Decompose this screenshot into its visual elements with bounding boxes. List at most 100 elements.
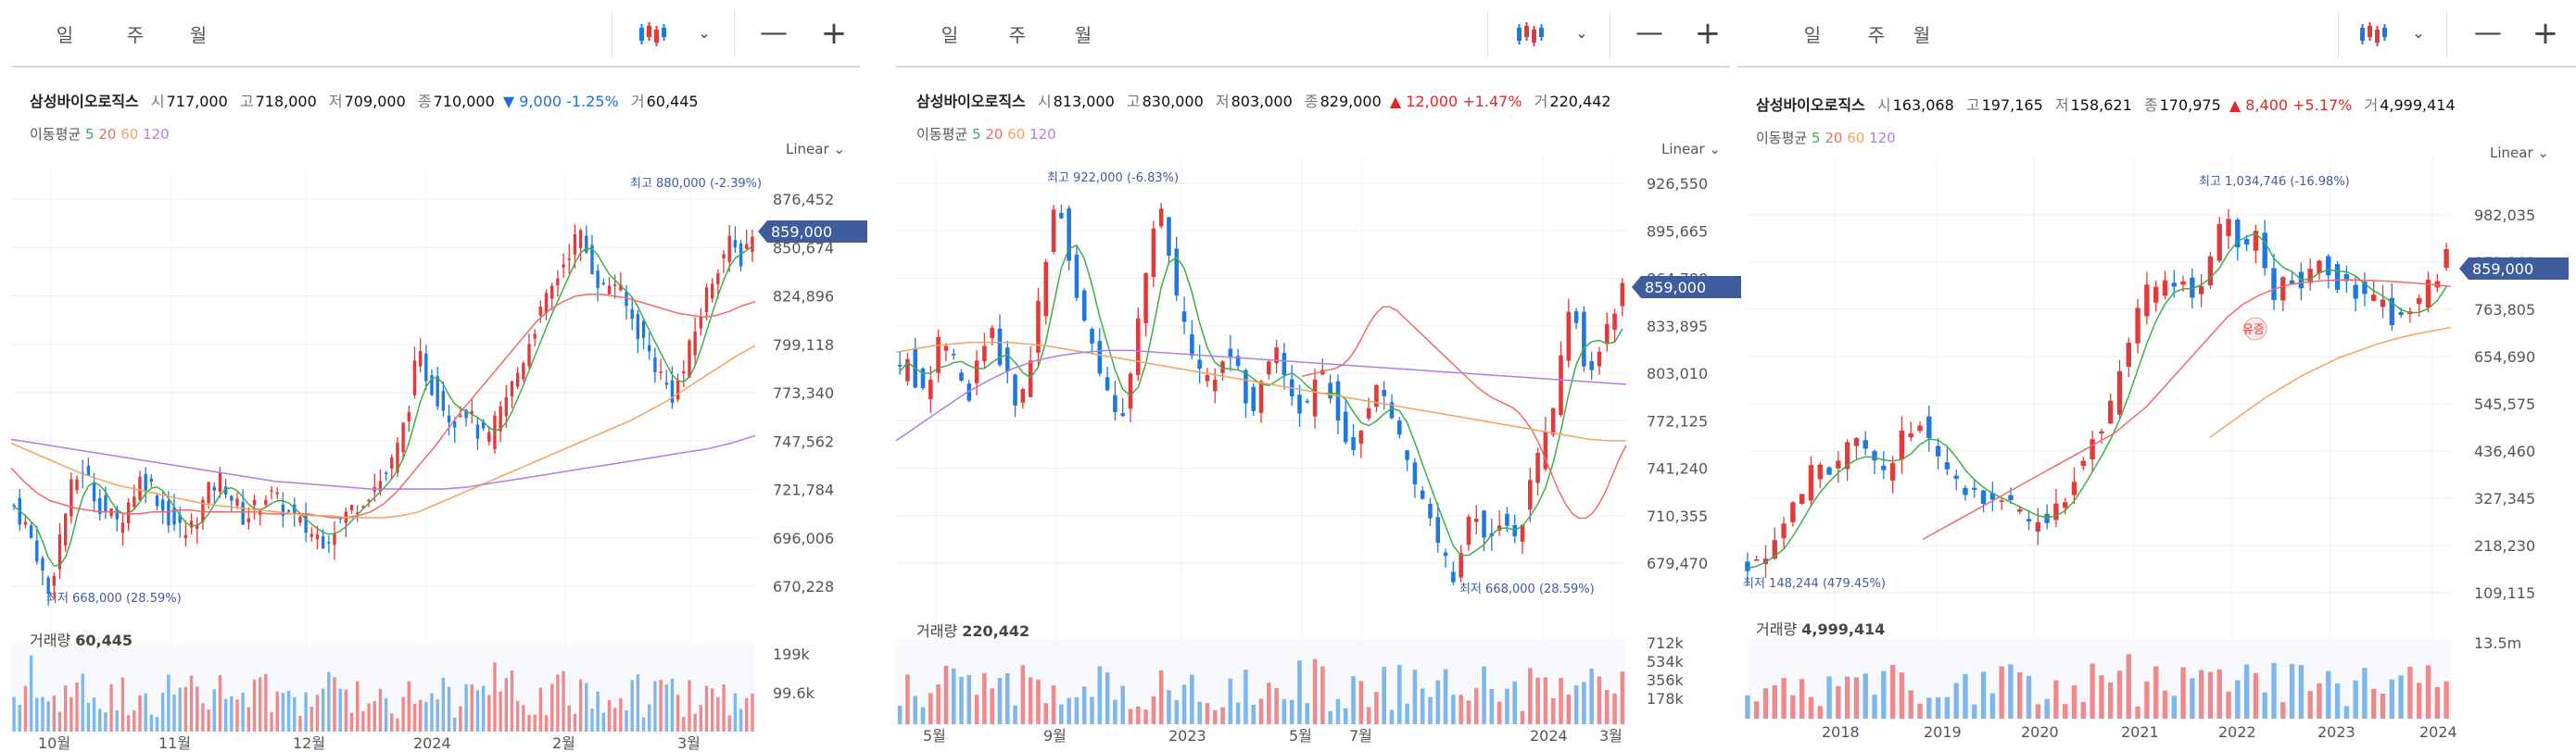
volume-bar (1074, 696, 1080, 724)
candle (751, 236, 754, 253)
chevron-down-icon[interactable]: ⌄ (2412, 24, 2425, 42)
x-tick-label: 2018 (1822, 723, 1860, 741)
price-tick-label: 982,035 (2474, 207, 2535, 224)
ma60-line (895, 341, 1626, 442)
zoom-in-button[interactable]: + (820, 15, 848, 52)
price-tick-label: 772,125 (1647, 412, 1708, 430)
volume-bar (1443, 669, 1448, 724)
chevron-down-icon[interactable]: ⌄ (1575, 24, 1588, 42)
volume-bar (1836, 685, 1841, 719)
tab-day[interactable]: 일 (56, 24, 74, 46)
zoom-in-button[interactable]: + (1694, 15, 1722, 52)
volume-bar (487, 695, 491, 732)
volume-bar (1081, 686, 1087, 724)
volume-bar (1105, 672, 1110, 724)
volume-bar (2289, 663, 2295, 719)
volume-title: 거래량 220,442 (916, 619, 1029, 641)
candle (716, 273, 720, 284)
x-tick-label: 11월 (158, 734, 191, 752)
volume-bar (504, 678, 509, 732)
candle (2262, 232, 2267, 269)
chevron-down-icon: ⌄ (2537, 144, 2549, 161)
candle (41, 558, 44, 570)
candle (1473, 519, 1479, 522)
volume-bar (1212, 709, 1218, 724)
candle (2362, 282, 2368, 295)
volume-bar (1143, 709, 1148, 724)
volume-bar (92, 697, 96, 732)
chart-panel-daily: 일 주 월 ⌄ — + 삼성바이오로직스 시 717,000 고 718,000 저… (0, 0, 871, 752)
volume-bar (1528, 668, 1533, 724)
scale-selector[interactable]: Linear ⌄ (786, 141, 845, 157)
ma20-legend: 20 (1825, 130, 1843, 146)
zoom-out-button[interactable]: — (760, 17, 788, 49)
tab-month[interactable]: 월 (189, 24, 208, 46)
volume-bar (1036, 679, 1041, 724)
current-price-tag (2459, 257, 2569, 280)
stock-name: 삼성바이오로직스 (1756, 96, 1865, 114)
volume-bar (630, 680, 634, 732)
volume-bar (556, 674, 560, 732)
volume-bar (2334, 683, 2341, 719)
scale-selector[interactable]: Linear ⌄ (1661, 141, 1721, 157)
chart-canvas[interactable]: 982,035873,360763,805654,690545,575436,4… (1737, 0, 2576, 752)
candle (601, 282, 606, 285)
volume-bar (1808, 696, 1814, 719)
tab-week[interactable]: 주 (1867, 24, 1886, 46)
zoom-out-button[interactable]: — (1635, 17, 1663, 49)
volume-bar (1451, 695, 1456, 724)
volume-tick-label: 534k (1647, 653, 1685, 671)
price-tick-label: 926,550 (1647, 175, 1708, 193)
volume-bar (897, 706, 903, 724)
volume-bar (155, 717, 159, 732)
candle (585, 235, 588, 253)
volume-bar (544, 715, 549, 732)
volume-bar (699, 705, 703, 732)
tab-week[interactable]: 주 (1008, 24, 1027, 46)
volume-bar (1251, 705, 1256, 724)
tab-month[interactable]: 월 (1074, 24, 1092, 46)
candle (223, 486, 228, 495)
volume-bar (928, 693, 933, 724)
chart-canvas[interactable]: 926,550895,665864,780833,895803,010772,1… (885, 0, 1741, 752)
candle (1382, 390, 1386, 396)
volume-bar (2116, 671, 2123, 719)
volume-title-value: 4,999,414 (1801, 620, 1886, 638)
change-value: ▲ 12,000 +1.47% (1389, 93, 1522, 110)
toolbar-divider (1737, 66, 2576, 68)
candlestick-type-button[interactable] (630, 15, 676, 52)
tab-month[interactable]: 월 (1913, 24, 1931, 46)
chart-canvas[interactable]: 876,452 850,674 824,896 799,118 773,340 747,5… (0, 0, 871, 752)
volume-bar (636, 674, 640, 732)
volume-bar (1899, 672, 1905, 719)
chevron-down-icon[interactable]: ⌄ (698, 24, 711, 42)
candle (2099, 431, 2104, 433)
volume-bar (23, 685, 28, 732)
tab-week[interactable]: 주 (126, 24, 145, 46)
candle (412, 360, 417, 395)
volume-bar (235, 699, 239, 732)
open-value: 163,068 (1892, 96, 1954, 114)
high-value: 197,165 (1981, 96, 2043, 114)
volume-bar (1881, 671, 1887, 719)
candlestick-type-button[interactable] (1508, 15, 1554, 52)
volume-bar (2026, 675, 2032, 719)
candle (538, 306, 543, 316)
candle (2289, 280, 2295, 285)
tab-day[interactable]: 일 (941, 24, 959, 46)
scale-selector[interactable]: Linear ⌄ (2490, 144, 2549, 161)
volume-bar (2326, 671, 2331, 719)
price-tick-label: 824,896 (773, 288, 834, 306)
candle (196, 524, 199, 530)
candle (1826, 467, 1832, 475)
candle (733, 240, 738, 248)
candle (727, 235, 731, 262)
tab-day[interactable]: 일 (1803, 24, 1822, 46)
zoom-out-button[interactable]: — (2474, 17, 2502, 49)
zoom-in-button[interactable]: + (2532, 15, 2559, 52)
candlestick-type-button[interactable] (2351, 15, 2397, 52)
candle (1466, 517, 1471, 545)
candle (2053, 503, 2059, 520)
annotation-label: 유증 (2242, 323, 2265, 337)
volume-bar (144, 693, 147, 732)
